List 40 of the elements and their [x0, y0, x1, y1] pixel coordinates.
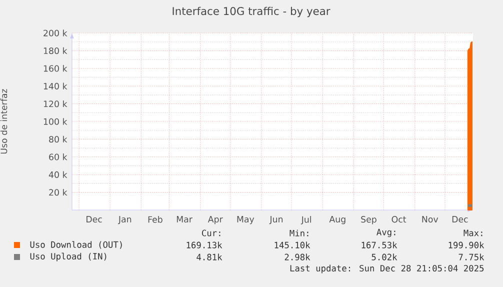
y-tick-label: 140 k — [44, 82, 68, 90]
text: 169.13k — [186, 242, 222, 248]
y-tick-label: 40 k — [48, 171, 68, 178]
legend-label: Uso Download (OUT) — [30, 241, 122, 249]
y-tick-label: 160 k — [44, 65, 68, 72]
y-tick-label: 120 k — [44, 100, 68, 108]
y-tick-label: 20 k — [49, 188, 68, 196]
text: Max: — [464, 230, 482, 236]
y-tick-label: 80 k — [49, 136, 68, 143]
x-tick-label: Feb — [148, 216, 162, 223]
text: 5.02k — [372, 254, 398, 260]
text: 145.10k — [274, 242, 310, 248]
x-tick-label: Dec — [452, 216, 468, 222]
text: Min: — [290, 230, 308, 236]
text: Avg: — [376, 228, 396, 238]
text: 2.98k — [284, 254, 310, 260]
x-tick-label: Oct — [392, 216, 406, 223]
text: 199.90k — [448, 242, 484, 248]
y-axis-title: Uso de interfaz — [0, 89, 8, 154]
x-tick-label: Jul — [300, 216, 311, 224]
y-tick-label: 100 k — [44, 118, 68, 125]
x-tick-label: Nov — [422, 216, 438, 222]
x-tick-label: Sep — [361, 216, 376, 224]
text: Last update: Sun Dec 28 21:05:04 2025 — [290, 264, 484, 274]
text: 7.75k — [458, 254, 484, 260]
x-tick-label: Jun — [269, 216, 283, 224]
x-tick-label: Mar — [176, 216, 192, 222]
y-tick-label: 60 k — [49, 154, 68, 160]
x-tick-label: Apr — [208, 216, 223, 224]
text: Cur: — [202, 230, 220, 236]
x-tick-label: Aug — [329, 216, 346, 224]
y-tick-label: 180 k — [44, 47, 68, 54]
x-tick-label: May — [237, 216, 254, 224]
x-tick-label: Jan — [118, 216, 132, 224]
y-tick-label: 200 k — [44, 30, 68, 36]
text: 167.53k — [362, 242, 398, 248]
chart-title: Interface 10G traffic - by year — [172, 6, 330, 18]
legend-label: Uso Upload (IN) — [30, 252, 106, 262]
text: 4.81k — [196, 254, 222, 260]
x-tick-label: Dec — [86, 216, 102, 222]
